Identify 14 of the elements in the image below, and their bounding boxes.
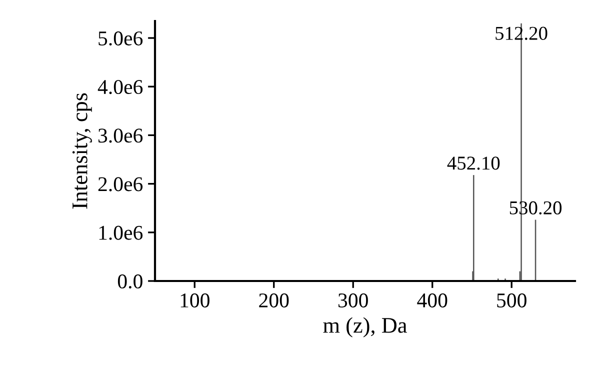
annotation: 452.10 bbox=[447, 156, 500, 170]
x-tick-label: 400 bbox=[417, 293, 448, 308]
x-axis-title: m (z), Da bbox=[323, 317, 407, 338]
y-axis-title: Intensity, cps bbox=[72, 93, 92, 209]
y-tick-label: 1.0e6 bbox=[99, 226, 143, 240]
y-tick-label: 0.0 bbox=[118, 274, 142, 289]
x-tick-label: 100 bbox=[180, 293, 210, 308]
y-tick-label: 5.0e6 bbox=[98, 31, 143, 46]
x-tick-label: 200 bbox=[259, 293, 289, 308]
y-tick-label: 2.0e6 bbox=[98, 177, 143, 192]
x-tick-label: 300 bbox=[338, 293, 368, 308]
y-tick-label: 3.0e6 bbox=[98, 128, 143, 143]
x-tick-label: 500 bbox=[497, 293, 526, 308]
y-tick-label: 4.0e6 bbox=[98, 80, 143, 94]
